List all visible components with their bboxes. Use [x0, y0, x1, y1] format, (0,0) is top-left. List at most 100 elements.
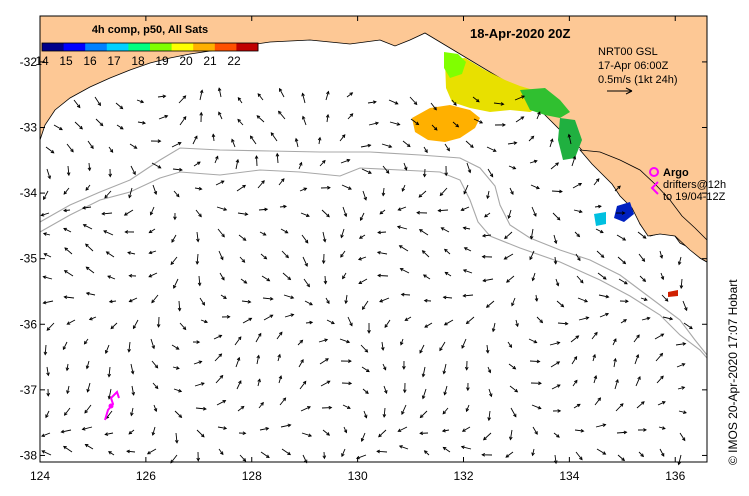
current-vector — [196, 231, 199, 242]
current-vector-head — [642, 235, 647, 239]
current-vector-head — [512, 365, 517, 370]
current-vector-head — [317, 136, 322, 141]
current-vector-head — [444, 271, 449, 276]
current-vector — [178, 95, 186, 104]
current-vector — [152, 382, 159, 389]
current-vector-head — [625, 299, 629, 304]
current-vector-head — [242, 431, 247, 436]
colorbar-segment — [214, 43, 237, 51]
current-vector-head — [110, 325, 115, 330]
current-vector-head — [419, 414, 424, 419]
current-vector-head — [326, 432, 331, 436]
current-vector-head — [467, 169, 472, 174]
current-vector-head — [507, 215, 511, 220]
current-vector-head — [303, 459, 308, 464]
colorbar-outline — [41, 42, 259, 52]
current-vector-head — [275, 152, 280, 157]
current-vector-head — [515, 323, 519, 328]
current-vector-head — [123, 212, 128, 216]
current-vector — [126, 450, 136, 453]
current-vector-head — [363, 196, 367, 201]
current-vector-head — [415, 121, 420, 126]
current-vector-head — [421, 395, 426, 400]
current-vector — [66, 363, 69, 371]
current-vector — [261, 275, 270, 282]
current-vector-head — [416, 210, 420, 215]
current-vector — [473, 118, 483, 124]
current-vector — [279, 205, 287, 208]
current-vector-head — [422, 274, 427, 278]
current-vector-head — [660, 452, 665, 457]
current-vector-head — [384, 390, 388, 394]
current-vector — [678, 256, 682, 265]
current-vector-head — [646, 316, 651, 321]
current-vector — [85, 444, 94, 450]
current-vector-head — [107, 373, 112, 378]
current-vector — [102, 212, 113, 215]
sst-patch-green — [520, 88, 570, 118]
current-vector-head — [486, 195, 490, 200]
current-vector — [324, 275, 327, 284]
current-vector — [401, 184, 406, 192]
current-vector — [299, 381, 307, 390]
current-vector-head — [597, 204, 602, 209]
y-tick-label: -37 — [20, 383, 38, 397]
current-vector-head — [304, 239, 309, 244]
current-vector-head — [257, 332, 262, 337]
current-vector-head — [377, 230, 381, 235]
current-vector — [218, 112, 223, 120]
current-vector — [64, 270, 74, 277]
current-vector — [397, 226, 408, 230]
current-vector — [298, 359, 304, 368]
current-vector — [283, 294, 294, 299]
shelf-break-isobath — [39, 147, 708, 356]
current-vector-head — [488, 393, 493, 398]
current-vector-head — [577, 257, 581, 262]
current-vector — [137, 121, 146, 124]
current-vector-head — [613, 357, 617, 362]
current-vector — [130, 407, 134, 416]
current-vector-head — [331, 320, 335, 325]
current-vector-head — [484, 213, 488, 218]
current-vector — [301, 234, 309, 244]
current-vector-head — [512, 166, 517, 170]
current-vector — [107, 275, 116, 280]
current-vector — [680, 278, 683, 289]
current-vector-head — [363, 414, 368, 419]
current-vector — [95, 118, 104, 126]
current-vector — [342, 404, 351, 409]
current-vector-head — [384, 324, 388, 329]
current-vector — [136, 99, 144, 103]
current-vector — [515, 116, 524, 123]
current-vector-head — [119, 126, 124, 130]
current-vector — [46, 168, 51, 179]
current-vector-head — [198, 186, 203, 191]
current-vector — [193, 361, 202, 365]
current-vector-head — [221, 276, 225, 281]
current-vector-head — [196, 161, 201, 165]
current-vector — [260, 451, 270, 458]
current-vector-head — [463, 247, 468, 251]
current-vector — [129, 143, 137, 149]
current-vector — [326, 114, 329, 123]
current-vector-head — [482, 436, 487, 441]
current-vector-head — [402, 366, 406, 370]
current-vector-head — [605, 294, 610, 299]
current-vector-head — [556, 341, 561, 345]
current-vector — [656, 375, 664, 384]
x-tick-label: 136 — [665, 469, 685, 483]
current-vector — [381, 143, 392, 148]
current-vector-head — [533, 212, 537, 217]
current-vector-head — [401, 411, 405, 415]
current-vector — [574, 231, 580, 237]
current-vector — [43, 300, 54, 304]
current-vector-head — [385, 170, 390, 174]
current-vector-head — [70, 148, 74, 153]
current-vector — [86, 266, 95, 274]
current-vector — [179, 322, 187, 330]
current-vector-head — [215, 155, 219, 160]
current-vector-head — [131, 391, 136, 396]
colorbar-segment — [63, 43, 86, 51]
current-vector — [151, 162, 161, 169]
